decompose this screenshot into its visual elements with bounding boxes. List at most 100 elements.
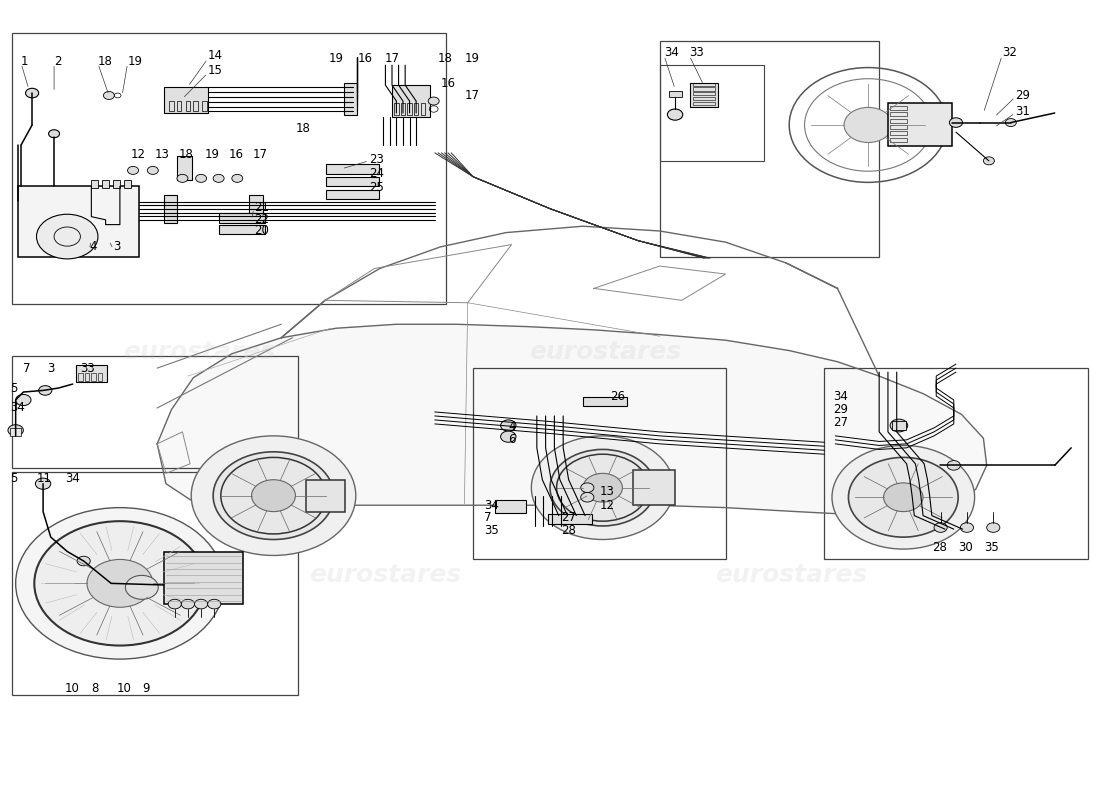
Bar: [669, 90, 682, 97]
Text: 12: 12: [131, 148, 146, 161]
Circle shape: [987, 522, 1000, 532]
Text: 4: 4: [89, 241, 97, 254]
Text: 18: 18: [438, 52, 453, 66]
Text: 19: 19: [128, 54, 143, 68]
Circle shape: [934, 522, 947, 532]
Bar: [693, 97, 715, 100]
Text: 28: 28: [932, 541, 947, 554]
Text: 27: 27: [561, 511, 576, 525]
Text: 13: 13: [155, 148, 169, 161]
Text: 32: 32: [1002, 46, 1016, 59]
Circle shape: [500, 431, 516, 442]
Bar: [327, 164, 378, 174]
Circle shape: [213, 452, 333, 539]
Text: 18: 18: [296, 122, 310, 135]
Circle shape: [125, 575, 158, 599]
Text: 33: 33: [80, 362, 95, 374]
Text: 19: 19: [329, 52, 343, 66]
Text: 35: 35: [484, 524, 499, 538]
Text: 11: 11: [36, 472, 52, 485]
Text: 17: 17: [253, 148, 267, 161]
Text: 23: 23: [368, 153, 384, 166]
Bar: [660, 65, 764, 161]
Text: 30: 30: [958, 541, 972, 554]
Text: 4: 4: [508, 420, 516, 433]
Bar: [693, 82, 715, 86]
Circle shape: [500, 420, 516, 431]
Circle shape: [890, 419, 908, 432]
Circle shape: [128, 166, 139, 174]
Text: 17: 17: [464, 89, 480, 102]
Bar: [169, 101, 174, 110]
Bar: [202, 101, 207, 110]
Text: 18: 18: [179, 148, 194, 161]
Circle shape: [583, 474, 623, 502]
Bar: [407, 103, 411, 114]
Text: 34: 34: [664, 46, 679, 59]
Bar: [890, 138, 906, 142]
Bar: [888, 103, 952, 146]
Text: 16: 16: [229, 148, 243, 161]
Bar: [400, 103, 405, 114]
Bar: [473, 368, 726, 559]
Circle shape: [949, 118, 962, 127]
Text: 7: 7: [484, 511, 492, 525]
Bar: [693, 102, 715, 105]
Bar: [583, 397, 627, 406]
Circle shape: [960, 522, 974, 532]
Bar: [890, 112, 906, 116]
Bar: [91, 180, 98, 188]
Text: 28: 28: [561, 524, 575, 538]
Bar: [164, 195, 177, 223]
Circle shape: [844, 107, 892, 142]
Circle shape: [196, 174, 207, 182]
Circle shape: [848, 458, 958, 537]
Text: 22: 22: [254, 213, 268, 226]
Bar: [12, 356, 298, 468]
Text: 31: 31: [1015, 105, 1030, 118]
Circle shape: [182, 599, 195, 609]
Bar: [414, 103, 418, 114]
Bar: [102, 180, 109, 188]
Bar: [394, 103, 398, 114]
Circle shape: [103, 91, 114, 99]
Circle shape: [147, 166, 158, 174]
Bar: [177, 101, 182, 110]
Bar: [890, 106, 906, 110]
Text: 2: 2: [54, 54, 62, 68]
Bar: [219, 225, 265, 234]
Circle shape: [36, 214, 98, 259]
Text: 34: 34: [10, 402, 25, 414]
Text: 10: 10: [117, 682, 132, 695]
Text: eurostares: eurostares: [715, 563, 868, 587]
Text: 34: 34: [833, 390, 848, 402]
Circle shape: [883, 483, 923, 512]
Text: 27: 27: [833, 416, 848, 429]
Bar: [91, 373, 96, 381]
Circle shape: [39, 386, 52, 395]
Text: 14: 14: [208, 49, 222, 62]
Text: 19: 19: [205, 148, 219, 161]
Text: 13: 13: [600, 485, 614, 498]
Circle shape: [177, 174, 188, 182]
Bar: [890, 131, 906, 135]
Bar: [12, 34, 446, 304]
Text: eurostares: eurostares: [309, 563, 462, 587]
Circle shape: [531, 436, 674, 539]
Bar: [78, 373, 82, 381]
Circle shape: [1005, 118, 1016, 126]
Bar: [76, 365, 107, 382]
Circle shape: [832, 446, 975, 549]
Text: 19: 19: [464, 52, 480, 66]
Text: 24: 24: [368, 167, 384, 180]
Bar: [98, 373, 102, 381]
Text: eurostares: eurostares: [123, 340, 275, 364]
Circle shape: [252, 480, 296, 512]
Text: 5: 5: [10, 382, 18, 394]
Bar: [890, 118, 906, 122]
Text: 17: 17: [384, 52, 399, 66]
Bar: [495, 501, 526, 514]
Circle shape: [983, 157, 994, 165]
Circle shape: [15, 508, 224, 659]
Bar: [634, 470, 675, 506]
